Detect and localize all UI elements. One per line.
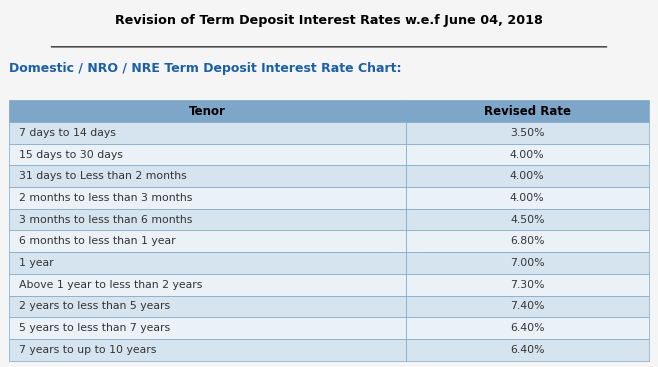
- Text: Revision of Term Deposit Interest Rates w.e.f June 04, 2018: Revision of Term Deposit Interest Rates …: [115, 14, 543, 27]
- Bar: [406, 166, 649, 187]
- Text: 1 year: 1 year: [19, 258, 54, 268]
- Bar: [9, 339, 406, 361]
- Bar: [9, 252, 406, 274]
- Bar: [406, 295, 649, 317]
- Text: 7.30%: 7.30%: [510, 280, 544, 290]
- Text: Tenor: Tenor: [189, 105, 226, 118]
- Bar: [9, 100, 406, 122]
- Text: 3 months to less than 6 months: 3 months to less than 6 months: [19, 215, 192, 225]
- Bar: [9, 274, 406, 295]
- Bar: [406, 144, 649, 166]
- Text: 7.40%: 7.40%: [510, 301, 544, 311]
- Bar: [406, 122, 649, 144]
- Text: 6 months to less than 1 year: 6 months to less than 1 year: [19, 236, 176, 246]
- Bar: [406, 187, 649, 209]
- Text: Above 1 year to less than 2 years: Above 1 year to less than 2 years: [19, 280, 203, 290]
- Bar: [9, 166, 406, 187]
- Bar: [406, 339, 649, 361]
- Text: 4.00%: 4.00%: [510, 171, 545, 181]
- Bar: [9, 144, 406, 166]
- Text: 3.50%: 3.50%: [510, 128, 544, 138]
- Text: 7 days to 14 days: 7 days to 14 days: [19, 128, 116, 138]
- Bar: [406, 100, 649, 122]
- Text: Revised Rate: Revised Rate: [484, 105, 570, 118]
- Text: 2 years to less than 5 years: 2 years to less than 5 years: [19, 301, 170, 311]
- Text: 15 days to 30 days: 15 days to 30 days: [19, 150, 123, 160]
- Bar: [406, 274, 649, 295]
- Text: 31 days to Less than 2 months: 31 days to Less than 2 months: [19, 171, 187, 181]
- Text: 6.80%: 6.80%: [510, 236, 544, 246]
- Bar: [406, 317, 649, 339]
- Text: Domestic / NRO / NRE Term Deposit Interest Rate Chart:: Domestic / NRO / NRE Term Deposit Intere…: [9, 62, 402, 75]
- Bar: [9, 317, 406, 339]
- Text: 5 years to less than 7 years: 5 years to less than 7 years: [19, 323, 170, 333]
- Bar: [9, 187, 406, 209]
- Bar: [9, 209, 406, 230]
- Text: 7.00%: 7.00%: [510, 258, 545, 268]
- Bar: [406, 209, 649, 230]
- Bar: [406, 252, 649, 274]
- Text: 7 years to up to 10 years: 7 years to up to 10 years: [19, 345, 157, 355]
- Bar: [9, 295, 406, 317]
- Text: 4.50%: 4.50%: [510, 215, 544, 225]
- Text: 6.40%: 6.40%: [510, 345, 544, 355]
- Bar: [9, 230, 406, 252]
- Text: 4.00%: 4.00%: [510, 193, 545, 203]
- Bar: [9, 122, 406, 144]
- Bar: [406, 230, 649, 252]
- Text: 6.40%: 6.40%: [510, 323, 544, 333]
- Text: 2 months to less than 3 months: 2 months to less than 3 months: [19, 193, 192, 203]
- Text: 4.00%: 4.00%: [510, 150, 545, 160]
